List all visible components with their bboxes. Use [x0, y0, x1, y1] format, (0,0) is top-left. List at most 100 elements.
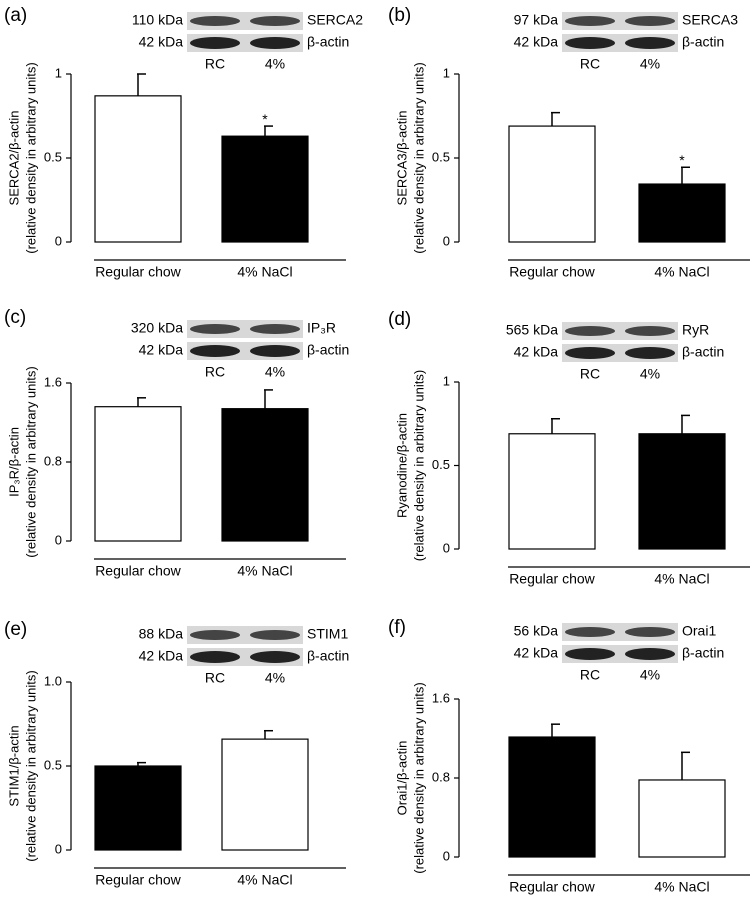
- y-axis-label: (relative density in arbitrary units): [23, 670, 38, 861]
- blot-band: [190, 630, 240, 640]
- blot-protein: IP₃R: [307, 320, 336, 336]
- y-tick-label: 0.5: [44, 149, 62, 164]
- y-axis-label: Orai1/β-actin: [394, 741, 409, 816]
- y-tick-label: 0.5: [432, 149, 450, 164]
- error-bar: [681, 414, 690, 434]
- panel-label: (e): [4, 619, 27, 640]
- x-tick-label: Regular chow: [509, 879, 595, 895]
- blot-band: [250, 16, 300, 26]
- y-tick-label: 0: [443, 540, 450, 555]
- blot-band: [250, 345, 300, 357]
- blot-band: [565, 326, 615, 336]
- blot-band: [190, 16, 240, 26]
- x-tick-label: Regular chow: [95, 563, 181, 579]
- blot-kda: 88 kDa: [139, 626, 184, 642]
- y-tick-label: 1.6: [44, 374, 62, 389]
- blot-band: [190, 345, 240, 357]
- panel-label: (a): [4, 5, 27, 26]
- blot-kda: 110 kDa: [132, 12, 183, 28]
- blot-protein: SERCA2: [307, 12, 363, 28]
- y-tick-label: 0: [55, 233, 62, 248]
- panel-label: (c): [4, 307, 26, 328]
- y-tick-label: 0.8: [44, 453, 62, 468]
- blot-band: [625, 37, 675, 49]
- x-tick-label: 4% NaCl: [237, 872, 292, 888]
- x-tick-label: Regular chow: [95, 264, 181, 280]
- panel-label: (f): [388, 617, 406, 638]
- blot-band: [250, 37, 300, 49]
- blot-lane: 4%: [265, 670, 285, 686]
- y-axis-label: SERCA2/β-actin: [6, 111, 21, 206]
- blot-kda: 42 kDa: [514, 645, 559, 661]
- y-tick-label: 0.5: [432, 457, 450, 472]
- blot-protein: β-actin: [307, 342, 349, 358]
- blot-protein: β-actin: [682, 34, 724, 50]
- blot-lane: RC: [580, 667, 600, 683]
- panel-label: (b): [388, 5, 411, 26]
- blot-band: [625, 347, 675, 359]
- blot-protein: β-actin: [307, 648, 349, 664]
- blot-protein: Orai1: [682, 623, 716, 639]
- x-tick-label: 4% NaCl: [237, 264, 292, 280]
- y-axis-label: (relative density in arbitrary units): [411, 370, 426, 561]
- blot-band: [190, 37, 240, 49]
- y-tick-label: 1.0: [44, 673, 62, 688]
- y-tick-label: 0: [55, 841, 62, 856]
- error-bar: [137, 73, 146, 96]
- blot-protein: β-actin: [682, 645, 724, 661]
- x-tick-label: Regular chow: [509, 571, 595, 587]
- error-bar: [264, 389, 273, 409]
- blot-band: [250, 651, 300, 663]
- y-axis-label: SERCA3/β-actin: [394, 111, 409, 206]
- bar: [221, 408, 309, 542]
- error-bar: [551, 111, 560, 127]
- y-axis-label: Ryanodine/β-actin: [394, 413, 409, 518]
- y-axis-label: IP₃R/β-actin: [6, 427, 21, 497]
- blot-band: [565, 627, 615, 637]
- y-tick-label: 1: [443, 65, 450, 80]
- y-tick-label: 1: [443, 373, 450, 388]
- bar: [638, 779, 726, 858]
- blot-band: [565, 16, 615, 26]
- bar: [508, 736, 596, 858]
- y-axis-label: STIM1/β-actin: [6, 725, 21, 806]
- y-axis-label: (relative density in arbitrary units): [411, 62, 426, 253]
- y-tick-label: 0: [443, 233, 450, 248]
- y-axis-label: (relative density in arbitrary units): [23, 62, 38, 253]
- bar: [94, 765, 182, 851]
- bar: [94, 95, 182, 243]
- bar: [508, 433, 596, 550]
- panel-label: (d): [388, 309, 411, 330]
- x-tick-label: 4% NaCl: [654, 879, 709, 895]
- y-axis-label: (relative density in arbitrary units): [23, 366, 38, 557]
- significance-mark: *: [262, 111, 268, 127]
- bar: [94, 406, 182, 542]
- blot-band: [625, 16, 675, 26]
- blot-lane: 4%: [265, 364, 285, 380]
- bar: [508, 125, 596, 243]
- blot-band: [250, 324, 300, 334]
- blot-lane: RC: [205, 56, 225, 72]
- error-bar: [137, 761, 146, 766]
- blot-kda: 42 kDa: [139, 34, 184, 50]
- bar: [638, 183, 726, 243]
- blot-band: [565, 648, 615, 660]
- blot-protein: β-actin: [307, 34, 349, 50]
- blot-lane: 4%: [640, 366, 660, 382]
- x-tick-label: 4% NaCl: [237, 563, 292, 579]
- blot-kda: 42 kDa: [514, 344, 559, 360]
- blot-lane: RC: [580, 56, 600, 72]
- blot-band: [625, 627, 675, 637]
- blot-lane: 4%: [265, 56, 285, 72]
- y-axis-label: (relative density in arbitrary units): [411, 682, 426, 873]
- y-tick-label: 0: [443, 848, 450, 863]
- bar: [221, 738, 309, 851]
- y-tick-label: 1.6: [432, 690, 450, 705]
- blot-lane: 4%: [640, 667, 660, 683]
- blot-lane: RC: [205, 670, 225, 686]
- error-bar: [551, 417, 560, 434]
- blot-band: [625, 648, 675, 660]
- y-tick-label: 0.8: [432, 769, 450, 784]
- x-tick-label: Regular chow: [509, 264, 595, 280]
- blot-band: [565, 37, 615, 49]
